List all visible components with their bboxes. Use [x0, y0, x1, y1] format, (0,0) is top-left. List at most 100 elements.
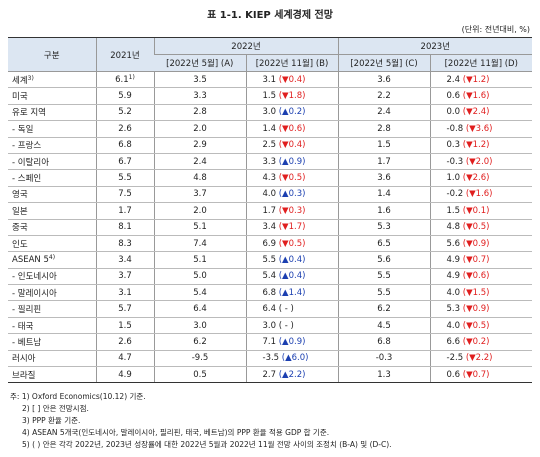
value: 5.3	[377, 222, 391, 233]
row-label: - 필리핀	[12, 305, 42, 316]
value-cell: 4.5	[337, 317, 431, 335]
row-label: 중국	[12, 223, 28, 234]
table-row: - 인도네시아 3.7 5.0 5.4 (▲0.4) 5.5 4.9 (▼0.6)	[8, 268, 533, 286]
value: 3.1	[262, 74, 277, 85]
value: 6.4	[262, 304, 277, 315]
value: 4.9	[446, 254, 461, 265]
value: 3.4	[118, 254, 132, 265]
value: 8.1	[118, 222, 132, 233]
row-label-cell: - 태국	[8, 317, 96, 335]
table-row: 러시아 4.7 -9.5 -3.5 (▲6.0) -0.3 -2.5 (▼2.2)	[8, 350, 533, 368]
value-cell: 5.3 (▼0.9)	[429, 300, 533, 318]
footnote-ref: 1)	[128, 74, 135, 82]
table-row: - 필리핀 5.7 6.4 6.4 ( - ) 6.2 5.3 (▼0.9)	[8, 300, 533, 318]
value-cell: 3.3	[153, 87, 246, 105]
change: (▼1.2)	[462, 140, 490, 151]
value: 5.7	[118, 304, 132, 315]
row-label-cell: 일본	[8, 202, 96, 220]
value-cell: 8.1	[95, 219, 154, 236]
change: (▼0.4)	[278, 74, 306, 85]
value: 2.4	[193, 156, 207, 167]
row-label: - 말레이시아	[12, 288, 57, 299]
value-cell: 3.6	[337, 169, 431, 187]
table-body: 세계3) 6.11) 3.5 3.1 (▼0.4) 3.6 2.4 (▼1.2) 미국 5.9…	[8, 71, 533, 384]
value: 2.6	[118, 123, 132, 134]
value-cell: 5.5	[337, 284, 431, 302]
value: -2.5	[446, 353, 464, 364]
forecast-table: 구분 2021년 2022년 2023년 [2022년 5월] (A) [202…	[8, 37, 533, 384]
change: (▼1.7)	[278, 222, 306, 233]
value: 6.1	[115, 75, 129, 86]
value: 4.0	[446, 287, 461, 298]
table-row: ASEAN 54) 3.4 5.1 5.5 (▲0.4) 5.6 4.9 (▼0.7)	[8, 251, 533, 269]
value: 5.4	[193, 287, 207, 298]
value: 3.0	[262, 320, 277, 331]
value-cell: 1.7	[337, 153, 431, 171]
value: 4.7	[118, 353, 132, 364]
table-row: 브라질 4.9 0.5 2.7 (▲2.2) 1.3 0.6 (▼0.7)	[8, 366, 533, 384]
table-row: 미국 5.9 3.3 1.5 (▼1.8) 2.2 0.6 (▼1.6)	[8, 87, 533, 105]
row-label: - 이탈리아	[12, 157, 50, 168]
value: 3.7	[193, 189, 207, 200]
row-label: - 스페인	[12, 174, 42, 185]
value-cell: 3.6	[337, 71, 431, 89]
value: 4.3	[262, 173, 277, 184]
table-row: - 말레이시아 3.1 5.4 6.8 (▲1.4) 5.5 4.0 (▼1.5)	[8, 284, 533, 302]
value: 4.5	[377, 320, 391, 331]
value-cell: 4.7	[95, 350, 154, 368]
value: 2.7	[262, 369, 277, 380]
value-cell: 1.4 (▼0.6)	[245, 120, 339, 138]
value: 6.8	[262, 287, 277, 298]
value-cell: 1.5 (▼1.8)	[245, 87, 339, 105]
change: (▼0.7)	[462, 254, 490, 265]
change: (▼0.5)	[462, 222, 490, 233]
change: (▲0.9)	[278, 156, 306, 167]
value-cell: -0.3	[337, 350, 431, 368]
value: 1.5	[377, 140, 391, 151]
table-row: - 스페인 5.5 4.8 4.3 (▼0.5) 3.6 1.0 (▼2.6)	[8, 169, 533, 187]
row-label-cell: 유로 지역	[8, 104, 96, 122]
value-cell: 5.7	[95, 300, 154, 318]
value: 7.4	[193, 238, 207, 249]
value: 2.0	[193, 123, 207, 134]
row-label-cell: - 베트남	[8, 333, 96, 351]
value-cell: 6.5	[337, 235, 431, 253]
value: 2.6	[118, 336, 132, 347]
title: 표 1-1. KIEP 세계경제 전망	[207, 10, 333, 21]
value: 5.6	[377, 254, 391, 265]
note-label: 주:	[10, 392, 20, 401]
value: 1.7	[118, 205, 132, 216]
value: 1.6	[377, 205, 391, 216]
change: (▲0.4)	[278, 271, 306, 282]
value-cell: 3.5	[153, 71, 246, 89]
value: 8.3	[118, 238, 132, 249]
value: 0.6	[446, 91, 461, 102]
value: 2.0	[193, 205, 207, 216]
change: (▼0.2)	[462, 336, 490, 347]
value-cell: 6.11)	[95, 71, 154, 89]
value-cell: 2.2	[337, 87, 431, 105]
value: 0.6	[446, 369, 461, 380]
value-cell: 5.5	[95, 169, 154, 187]
value: 5.9	[118, 91, 132, 102]
row-label-cell: 브라질	[8, 366, 96, 384]
change: (▼0.6)	[278, 123, 306, 134]
value: -0.3	[446, 156, 464, 167]
row-label: 미국	[12, 92, 28, 103]
change: (▼2.2)	[465, 353, 493, 364]
change: (▼0.5)	[278, 173, 306, 184]
value-cell: 4.9 (▼0.6)	[429, 268, 533, 286]
value: 1.0	[446, 173, 461, 184]
note-line: 2) [ ] 안은 전망시점.	[10, 403, 392, 415]
note: 1) Oxford Economics(10.12) 기준.	[21, 392, 146, 401]
value-cell: 6.6 (▼0.2)	[429, 333, 533, 351]
value: 5.5	[262, 254, 277, 265]
row-label-cell: - 프랑스	[8, 137, 96, 154]
value: 7.1	[262, 336, 277, 347]
value: 5.2	[118, 107, 132, 118]
value: 6.4	[193, 304, 207, 315]
note-line: 5) ( ) 안은 각각 2022년, 2023년 성장률에 대한 2022년 …	[10, 439, 392, 451]
value: 3.4	[262, 222, 277, 233]
value-cell: 3.1 (▼0.4)	[245, 71, 339, 89]
